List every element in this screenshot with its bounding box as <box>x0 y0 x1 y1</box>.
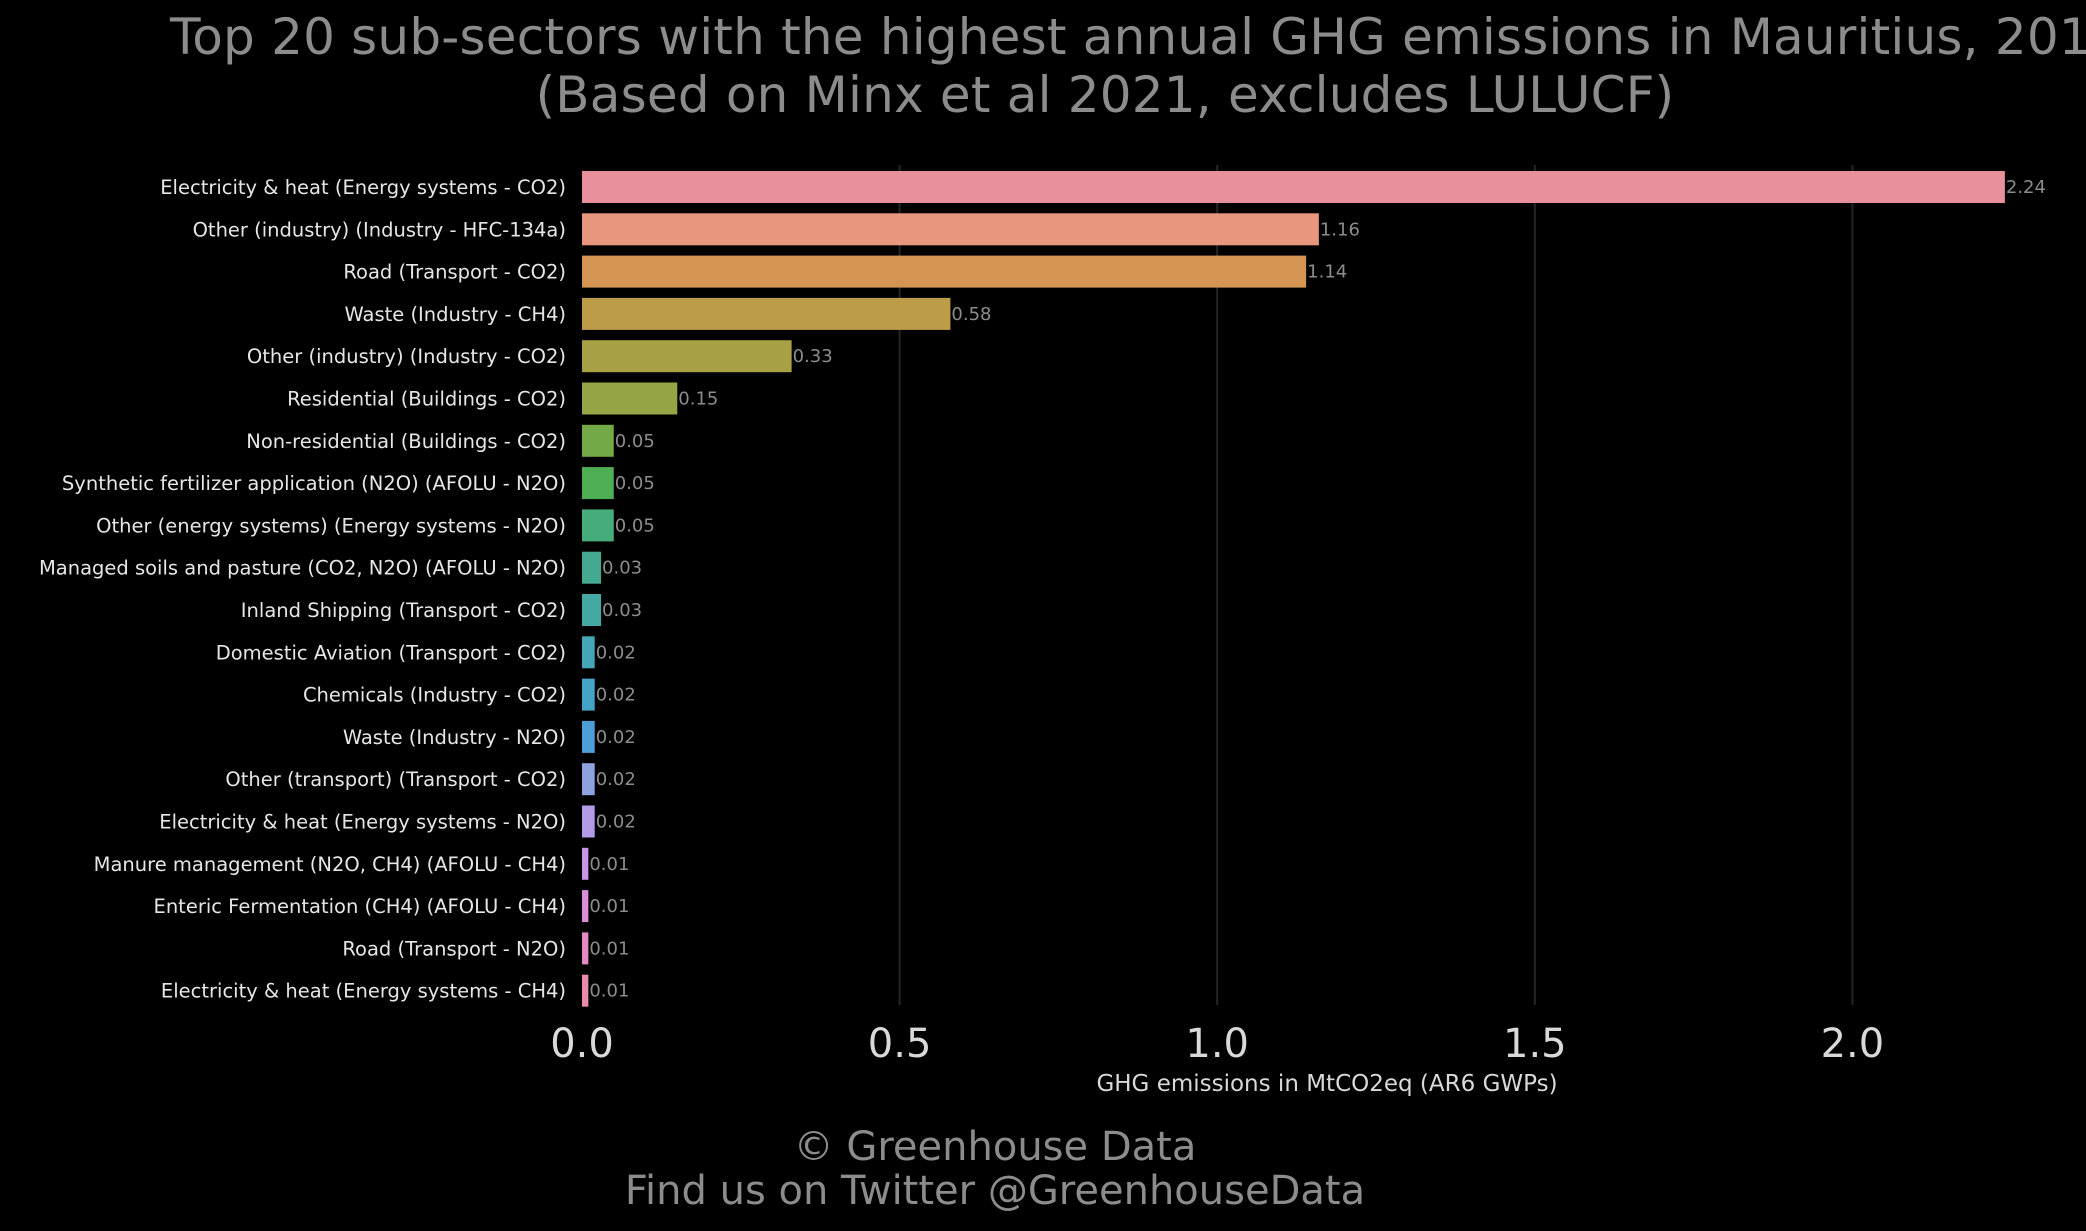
category-label: Non-residential (Buildings - CO2) <box>246 430 566 453</box>
bar <box>582 551 602 584</box>
x-tick-label: 1.5 <box>1503 1021 1567 1067</box>
data-label: 0.02 <box>596 812 636 833</box>
bar <box>582 974 589 1007</box>
bar <box>582 297 951 330</box>
category-label: Residential (Buildings - CO2) <box>287 388 566 411</box>
category-label: Road (Transport - N2O) <box>342 937 566 960</box>
data-label: 0.03 <box>602 558 642 579</box>
bar <box>582 805 595 838</box>
category-label: Other (energy systems) (Energy systems -… <box>96 514 566 537</box>
x-axis-ticks: 0.0 0.5 1.0 1.5 2.0 <box>550 1021 1884 1067</box>
bar <box>582 932 589 965</box>
bars <box>582 171 2005 1007</box>
data-label: 1.14 <box>1307 262 1347 283</box>
bar <box>582 467 614 500</box>
value-labels: 2.24 1.16 1.14 0.58 0.33 0.15 0.05 0.05 0.05 0.03… <box>589 177 2046 1002</box>
category-labels: Electricity & heat (Energy systems - CO2… <box>39 176 566 1003</box>
bar <box>582 213 1319 246</box>
chart-title-block: Top 20 sub-sectors with the highest annu… <box>170 8 2086 124</box>
bar <box>582 636 595 669</box>
category-label: Waste (Industry - CH4) <box>344 303 566 326</box>
category-label: Chemicals (Industry - CO2) <box>303 684 566 707</box>
category-label: Inland Shipping (Transport - CO2) <box>241 599 566 622</box>
data-label: 0.01 <box>589 854 629 875</box>
category-label: Synthetic fertilizer application (N2O) (… <box>62 472 566 495</box>
x-tick-label: 0.0 <box>550 1021 614 1067</box>
data-label: 0.02 <box>596 727 636 748</box>
bar <box>582 509 614 542</box>
data-label: 0.01 <box>589 896 629 917</box>
x-tick-label: 2.0 <box>1821 1021 1885 1067</box>
chart-title: Top 20 sub-sectors with the highest annu… <box>170 8 2086 66</box>
data-label: 0.05 <box>615 431 655 452</box>
category-label: Waste (Industry - N2O) <box>343 726 566 749</box>
category-label: Electricity & heat (Energy systems - N2O… <box>159 811 566 834</box>
data-label: 0.03 <box>602 600 642 621</box>
x-tick-label: 0.5 <box>868 1021 932 1067</box>
category-label: Other (industry) (Industry - HFC-134a) <box>193 218 566 241</box>
bar <box>582 594 602 626</box>
category-label: Road (Transport - CO2) <box>343 261 566 284</box>
category-label: Other (transport) (Transport - CO2) <box>225 768 566 791</box>
bar <box>582 255 1307 288</box>
bar <box>582 890 589 923</box>
category-label: Domestic Aviation (Transport - CO2) <box>216 641 566 664</box>
category-label: Manure management (N2O, CH4) (AFOLU - CH… <box>94 853 566 876</box>
footer-copyright: © Greenhouse Data <box>793 1124 1197 1170</box>
footer: © Greenhouse Data Find us on Twitter @Gr… <box>590 1125 1400 1213</box>
data-label: 0.01 <box>589 981 629 1002</box>
x-tick-label: 1.0 <box>1185 1021 1249 1067</box>
gridlines <box>898 165 1854 1005</box>
chart-subtitle: (Based on Minx et al 2021, excludes LULU… <box>535 66 1675 124</box>
bar <box>582 720 595 753</box>
bar <box>582 678 595 711</box>
data-label: 0.02 <box>596 769 636 790</box>
data-label: 0.01 <box>589 938 629 959</box>
category-label: Enteric Fermentation (CH4) (AFOLU - CH4) <box>154 895 567 918</box>
bar <box>582 340 792 373</box>
data-label: 0.58 <box>951 304 991 325</box>
bar <box>582 382 678 415</box>
bar <box>582 847 589 880</box>
bar <box>582 171 2005 203</box>
category-label: Managed soils and pasture (CO2, N2O) (AF… <box>39 557 566 580</box>
footer-twitter: Find us on Twitter @GreenhouseData <box>624 1168 1366 1214</box>
category-label: Electricity & heat (Energy systems - CO2… <box>160 176 566 199</box>
category-label: Other (industry) (Industry - CO2) <box>247 345 566 368</box>
data-label: 0.05 <box>615 473 655 494</box>
data-label: 0.02 <box>596 642 636 663</box>
data-label: 0.15 <box>678 389 718 410</box>
data-label: 1.16 <box>1320 219 1360 240</box>
category-label: Electricity & heat (Energy systems - CH4… <box>161 980 566 1003</box>
data-label: 2.24 <box>2006 177 2046 198</box>
data-label: 0.33 <box>793 346 833 367</box>
data-label: 0.02 <box>596 685 636 706</box>
bar <box>582 763 595 796</box>
x-axis-label: GHG emissions in MtCO2eq (AR6 GWPs) <box>1096 1071 1557 1097</box>
data-label: 0.05 <box>615 515 655 536</box>
bar <box>582 424 614 457</box>
